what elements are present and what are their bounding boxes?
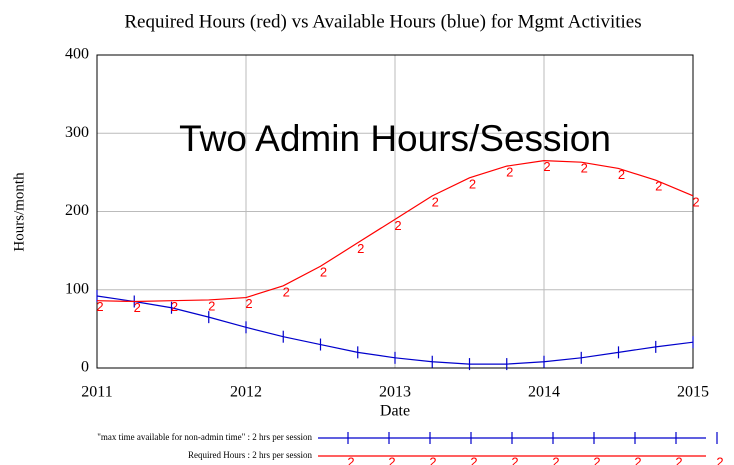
point-marker: 2	[320, 265, 327, 280]
x-tick-label: 2012	[230, 384, 262, 401]
point-marker: 2	[429, 454, 436, 465]
point-marker: 2	[388, 454, 395, 465]
point-marker: 2	[716, 454, 723, 465]
point-marker: 2	[470, 454, 477, 465]
point-marker: 2	[283, 284, 290, 299]
series-line	[96, 160, 694, 303]
point-marker: 2	[134, 300, 141, 315]
point-marker: 2	[394, 218, 401, 233]
point-marker: 2	[506, 165, 513, 180]
point-marker: 2	[171, 299, 178, 314]
x-tick-label: 2011	[81, 384, 112, 401]
point-marker: 2	[634, 454, 641, 465]
point-marker: 2	[469, 176, 476, 191]
x-tick-label: 2015	[677, 384, 709, 401]
annotation: Two Admin Hours/Session	[179, 118, 611, 159]
point-marker: 2	[618, 167, 625, 182]
y-tick-label: 400	[65, 46, 89, 63]
point-marker: 2	[511, 454, 518, 465]
point-marker: 2	[593, 454, 600, 465]
legend-label: "max time available for non-admin time" …	[97, 432, 312, 442]
y-axis-label: Hours/month	[11, 172, 27, 252]
point-marker: 2	[245, 296, 252, 311]
point-marker: 2	[655, 179, 662, 194]
y-tick-label: 300	[65, 124, 89, 141]
point-marker: 2	[208, 298, 215, 313]
point-marker: 2	[357, 241, 364, 256]
x-tick-label: 2014	[528, 384, 560, 401]
y-tick-label: 100	[65, 280, 89, 297]
plot-border	[96, 54, 694, 369]
legend-label: Required Hours : 2 hrs per session	[188, 450, 312, 460]
x-tick-label: 2013	[379, 384, 411, 401]
y-tick-label: 200	[65, 202, 89, 219]
point-marker: 2	[581, 161, 588, 176]
legend-item: "max time available for non-admin time" …	[97, 432, 718, 444]
point-marker: 2	[96, 299, 103, 314]
point-marker: 2	[552, 454, 559, 465]
chart-title: Required Hours (red) vs Available Hours …	[124, 11, 641, 32]
y-tick-label: 0	[81, 359, 89, 376]
point-marker: 2	[675, 454, 682, 465]
point-marker: 2	[543, 159, 550, 174]
point-marker: 2	[692, 194, 699, 209]
legend-item: Required Hours : 2 hrs per session 2 2 2 2 2 2…	[188, 450, 724, 465]
point-marker: 2	[347, 454, 354, 465]
x-axis-label: Date	[380, 403, 410, 420]
point-marker: 2	[432, 194, 439, 209]
